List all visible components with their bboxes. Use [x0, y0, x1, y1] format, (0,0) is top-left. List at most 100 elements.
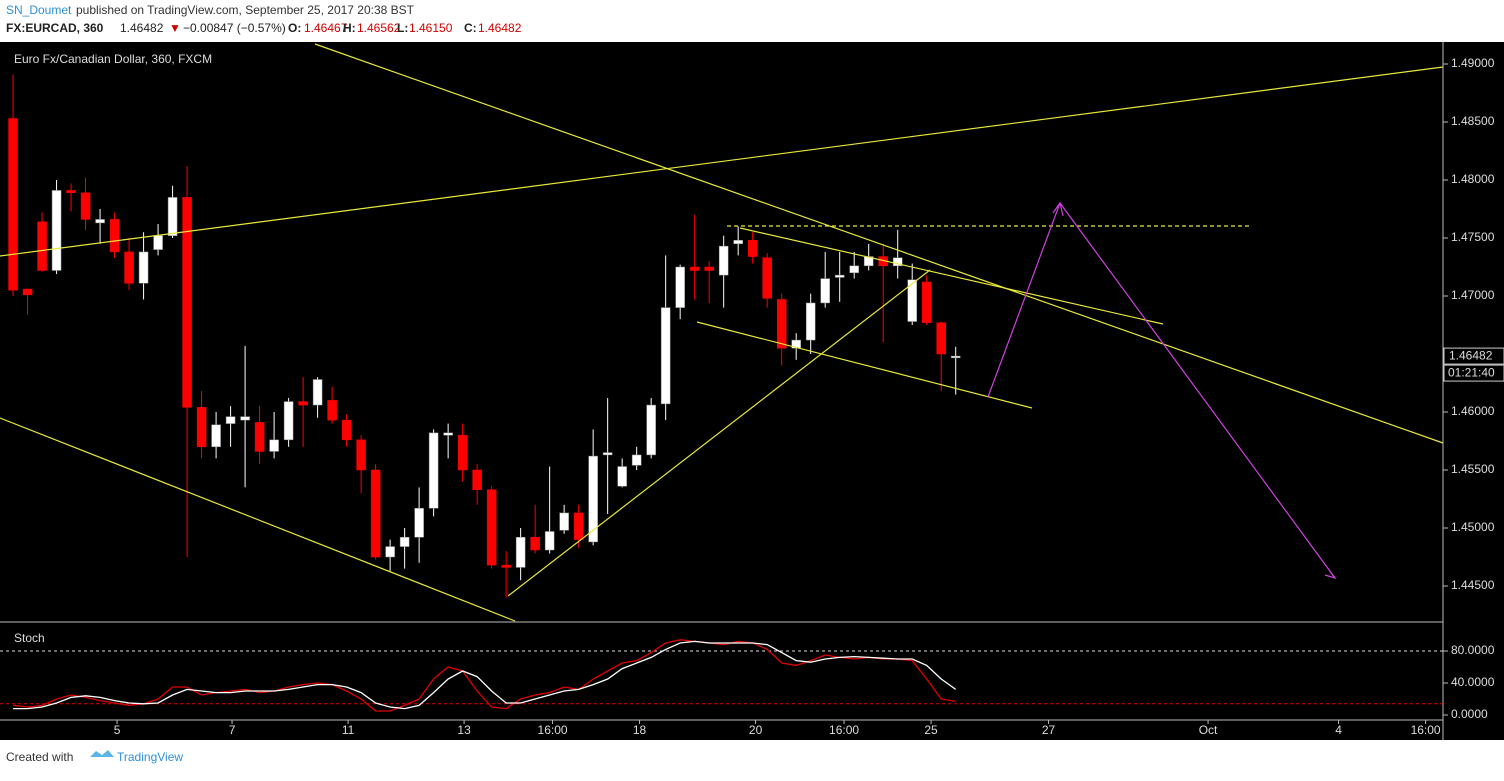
- candle-body: [66, 190, 76, 194]
- candle-body: [196, 407, 207, 448]
- candle-body: [109, 219, 120, 253]
- candle-body: [182, 197, 192, 408]
- x-tick-label: 5: [114, 723, 121, 737]
- candle-body: [414, 508, 424, 538]
- published: published on TradingView.com, September …: [76, 3, 415, 17]
- candle-body: [863, 256, 874, 267]
- trendline: [0, 417, 516, 622]
- candle-body: [95, 219, 105, 224]
- candle-body: [892, 257, 903, 267]
- trendline: [314, 43, 1444, 444]
- candle-body: [559, 512, 569, 531]
- candle-body: [849, 265, 859, 274]
- x-tick-label: 7: [229, 723, 236, 737]
- y-tick-label: 1.44500: [1451, 578, 1495, 592]
- x-tick-label: 13: [457, 723, 471, 737]
- stoch-line: [13, 640, 957, 710]
- candle-body: [646, 404, 656, 456]
- candle-body: [124, 251, 134, 284]
- c: 1.46482: [478, 21, 522, 35]
- candle-body: [472, 469, 482, 490]
- c-label: C:: [464, 21, 477, 35]
- candle-body: [733, 240, 743, 245]
- arrowhead: [1324, 569, 1337, 580]
- y-tick-label: 1.45000: [1451, 520, 1495, 534]
- x-tick-label: 11: [342, 723, 355, 737]
- candle-body: [660, 307, 671, 405]
- candle-body: [457, 434, 468, 471]
- trendline: [0, 66, 1444, 257]
- candle-body: [834, 274, 845, 278]
- arrow: ▼: [169, 21, 181, 35]
- candle-body: [704, 266, 714, 271]
- y-tick-label: 0.0000: [1451, 707, 1488, 721]
- candle-body: [22, 288, 33, 296]
- candle-body: [950, 355, 961, 359]
- candle-body: [283, 401, 294, 441]
- candle-body: [327, 400, 337, 421]
- l: 1.46150: [409, 21, 453, 35]
- o: 1.46467: [304, 21, 348, 35]
- candle-body: [370, 469, 381, 558]
- stoch-line: [13, 639, 956, 712]
- o-label: O:: [288, 21, 301, 35]
- candle-body: [617, 466, 627, 487]
- candle-body: [820, 278, 830, 304]
- x-tick-label: 16:00: [829, 723, 859, 737]
- x-tick-label: 16:00: [1411, 723, 1441, 737]
- x-tick-label: 20: [749, 723, 763, 737]
- author[interactable]: SN_Doumet: [6, 3, 72, 17]
- y-tick-label: 1.46000: [1451, 404, 1495, 418]
- x-tick-label: Oct: [1199, 723, 1218, 737]
- trendline: [507, 269, 931, 597]
- candle-body: [269, 439, 279, 452]
- candle-body: [385, 546, 395, 558]
- last-price-box: [1443, 347, 1504, 365]
- candle-body: [515, 537, 526, 568]
- footer-created: Created with: [6, 750, 73, 764]
- candle-body: [51, 190, 62, 271]
- y-tick-label: 1.48000: [1451, 172, 1495, 186]
- candle-body: [341, 419, 352, 441]
- candle-body: [298, 401, 308, 406]
- candle-body: [602, 452, 613, 456]
- chart-title: Euro Fx/Canadian Dollar, 360, FXCM: [14, 52, 212, 66]
- symbol: FX:EURCAD, 360: [6, 21, 104, 35]
- candle-body: [443, 432, 453, 436]
- countdown: 01:21:40: [1448, 365, 1495, 379]
- candle-body: [791, 339, 801, 349]
- candle-body: [399, 537, 410, 547]
- candle-body: [254, 422, 265, 452]
- candle-body: [805, 302, 816, 341]
- candle-body: [907, 279, 917, 322]
- chart-area: [0, 42, 1504, 740]
- arrowhead: [1052, 201, 1064, 217]
- candle-body: [530, 537, 540, 551]
- y-tick-label: 1.48500: [1451, 114, 1495, 128]
- candle-body: [921, 281, 932, 323]
- candle-body: [573, 512, 584, 540]
- h-label: H:: [343, 21, 356, 35]
- candle-body: [225, 416, 236, 424]
- countdown-box: [1443, 364, 1504, 382]
- h: 1.46562: [357, 21, 401, 35]
- last: 1.46482: [120, 21, 164, 35]
- footer-brand[interactable]: TradingView: [117, 750, 183, 764]
- candle-body: [544, 531, 555, 551]
- candle-body: [153, 235, 163, 250]
- change: −0.00847 (−0.57%): [183, 21, 286, 35]
- trendline: [696, 321, 1033, 409]
- x-tick-label: 25: [924, 723, 938, 737]
- candle-body: [80, 192, 91, 220]
- y-tick-label: 1.47000: [1451, 288, 1495, 302]
- brand-icon: [90, 750, 114, 757]
- x-tick-label: 18: [633, 723, 647, 737]
- candle-body: [211, 424, 221, 448]
- candle-body: [240, 416, 250, 421]
- candle-body: [747, 240, 758, 257]
- candle-body: [501, 564, 511, 568]
- candle-body: [312, 379, 323, 406]
- y-tick-label: 1.49000: [1451, 56, 1495, 70]
